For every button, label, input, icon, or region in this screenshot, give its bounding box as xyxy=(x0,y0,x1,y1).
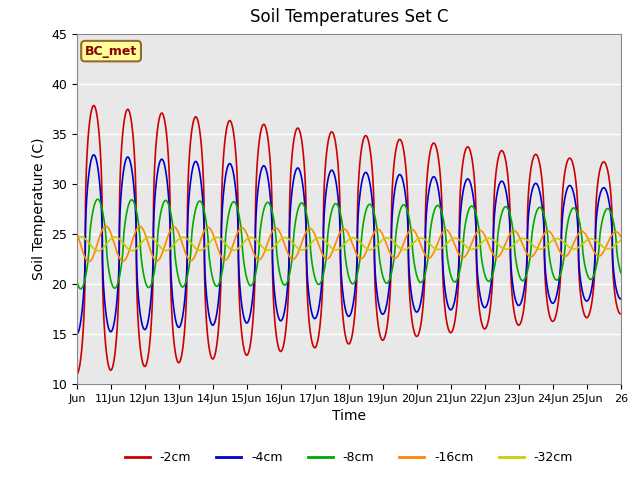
Line: -4cm: -4cm xyxy=(77,155,621,334)
-4cm xyxy=(419,288,426,294)
-16cm xyxy=(85,259,93,264)
-32cm xyxy=(611,242,619,248)
Line: -32cm: -32cm xyxy=(77,237,621,251)
-8cm xyxy=(94,196,102,202)
-8cm xyxy=(419,278,426,284)
-16cm xyxy=(185,256,193,262)
-4cm xyxy=(467,180,474,186)
-32cm xyxy=(617,238,625,243)
-16cm xyxy=(534,244,542,250)
-16cm xyxy=(419,247,426,252)
-2cm xyxy=(534,154,541,160)
-4cm xyxy=(611,278,619,284)
-8cm xyxy=(502,204,509,210)
-16cm xyxy=(617,234,625,240)
-32cm xyxy=(77,234,85,240)
-4cm xyxy=(73,331,81,337)
-2cm xyxy=(184,172,192,178)
-32cm xyxy=(73,236,81,242)
-32cm xyxy=(94,248,102,253)
-32cm xyxy=(502,246,509,252)
-8cm xyxy=(185,267,193,273)
-2cm xyxy=(611,291,619,297)
-4cm xyxy=(184,204,192,210)
-2cm xyxy=(419,309,426,315)
Text: BC_met: BC_met xyxy=(85,45,137,58)
-2cm xyxy=(73,371,81,377)
-16cm xyxy=(502,241,509,247)
-8cm xyxy=(617,270,625,276)
-8cm xyxy=(534,206,542,212)
-32cm xyxy=(185,238,193,243)
-8cm xyxy=(467,204,474,209)
-16cm xyxy=(467,243,474,249)
-16cm xyxy=(611,229,619,235)
-32cm xyxy=(419,236,426,241)
Line: -16cm: -16cm xyxy=(77,226,621,262)
X-axis label: Time: Time xyxy=(332,409,366,423)
-8cm xyxy=(77,286,84,292)
Line: -8cm: -8cm xyxy=(77,199,621,289)
-8cm xyxy=(611,228,619,234)
Y-axis label: Soil Temperature (C): Soil Temperature (C) xyxy=(31,138,45,280)
-16cm xyxy=(73,230,81,236)
-2cm xyxy=(617,311,625,317)
-4cm xyxy=(617,296,625,302)
-4cm xyxy=(501,185,509,191)
Title: Soil Temperatures Set C: Soil Temperatures Set C xyxy=(250,9,448,26)
-32cm xyxy=(467,246,474,252)
Legend: -2cm, -4cm, -8cm, -16cm, -32cm: -2cm, -4cm, -8cm, -16cm, -32cm xyxy=(120,446,578,469)
Line: -2cm: -2cm xyxy=(77,106,621,374)
-2cm xyxy=(467,149,474,155)
-16cm xyxy=(102,223,109,229)
-2cm xyxy=(501,155,509,161)
-32cm xyxy=(534,246,542,252)
-8cm xyxy=(73,278,81,284)
-4cm xyxy=(90,152,98,158)
-4cm xyxy=(534,183,541,189)
-2cm xyxy=(90,103,98,108)
